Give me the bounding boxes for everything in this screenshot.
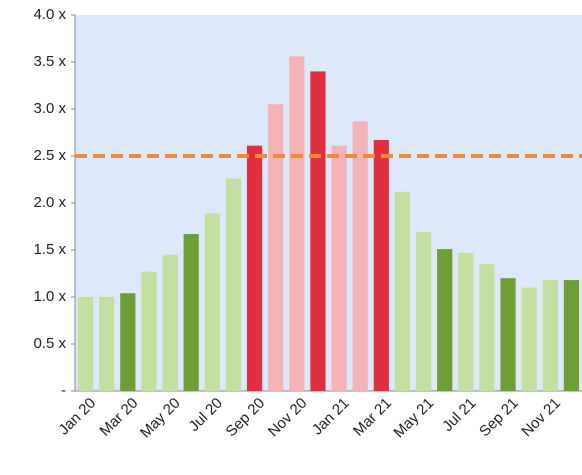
y-tick-label: 2.0 x [33,194,66,211]
bar [352,121,368,391]
bar [563,280,580,391]
bar [141,271,157,391]
x-tick-label: Sep 20 [223,395,269,441]
bar [204,213,220,391]
y-tick-label: 0.5 x [33,335,66,352]
bar [225,178,242,391]
y-tick-label: 2.5 x [33,147,66,164]
bar [310,71,326,392]
x-tick-label: Jul 20 [186,395,226,435]
x-tick-label: Jan 20 [55,395,99,439]
y-tick-label: 1.5 x [33,241,66,258]
bar [542,280,558,391]
bar [437,249,453,391]
x-tick-label: Jul 21 [439,395,479,435]
bar [246,145,263,391]
bar [331,145,347,391]
bar [99,297,115,391]
x-tick-label: Mar 21 [350,395,395,440]
y-tick-label: 4.0 x [33,6,66,23]
x-tick-label: Nov 21 [518,395,564,441]
plot-area [75,15,582,391]
bar [458,252,474,391]
bar [373,140,389,391]
y-tick-label: 3.5 x [33,53,66,70]
y-tick-label: 3.0 x [33,100,66,117]
bar [521,287,537,391]
x-tick-label: May 21 [390,395,437,442]
bar [500,278,516,391]
bar [268,104,284,392]
x-tick-label: Mar 20 [96,395,141,440]
x-tick-label: Nov 20 [265,395,311,441]
x-tick-label: Sep 21 [476,395,522,441]
bar [289,56,305,392]
bar [183,234,199,391]
bar [162,254,178,391]
bar [415,232,432,391]
bar [479,264,495,391]
bar [394,191,411,391]
bar [77,297,94,391]
y-tick-label: - [61,382,66,399]
bar [120,293,136,391]
x-tick-label: Jan 21 [309,395,353,439]
y-tick-label: 1.0 x [33,288,66,305]
x-tick-label: May 20 [137,395,184,442]
